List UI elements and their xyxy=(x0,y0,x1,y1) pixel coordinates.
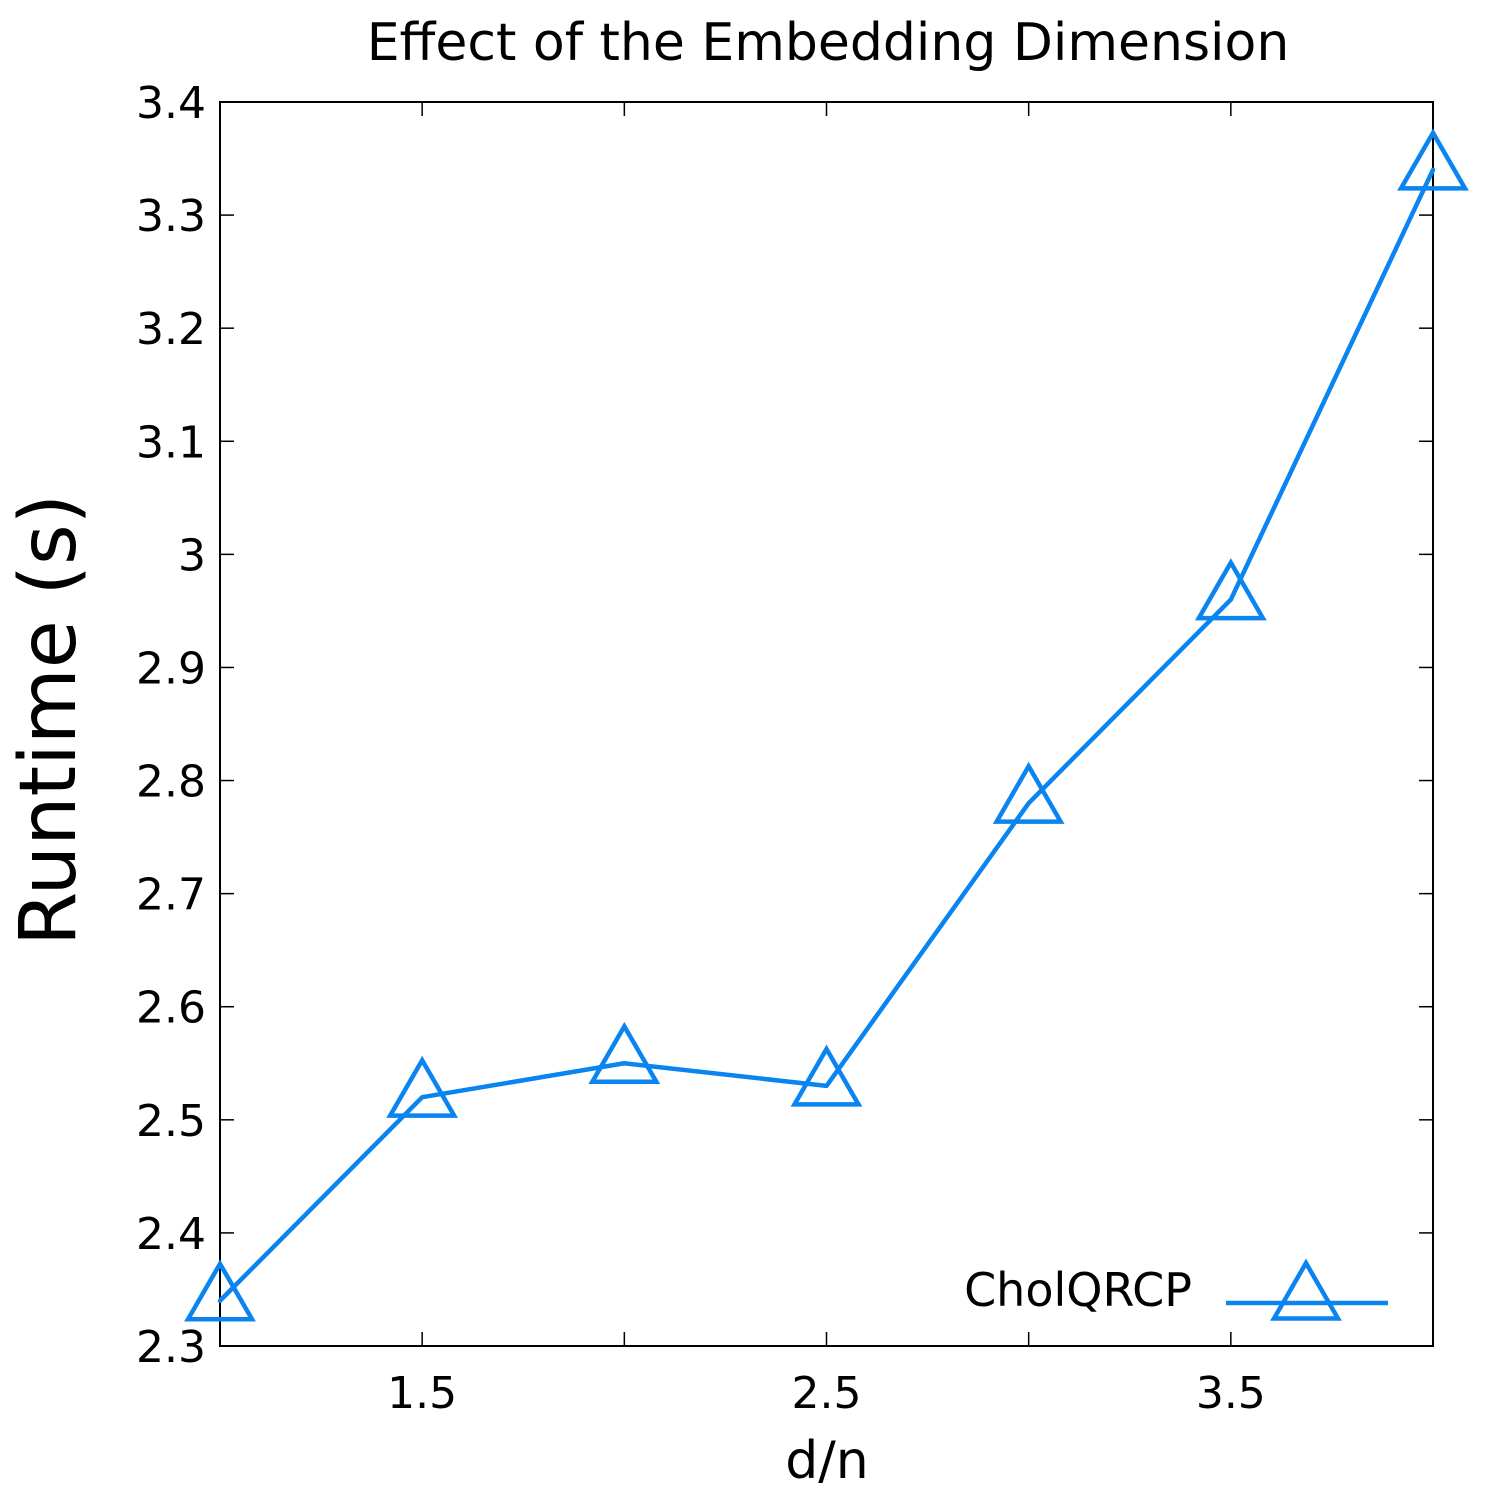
y-tick-label: 2.8 xyxy=(136,757,206,808)
x-axis-label: d/n xyxy=(785,1431,868,1491)
x-tick-label: 2.5 xyxy=(792,1368,862,1419)
y-axis-label: Runtime (s) xyxy=(4,494,94,946)
data-point-marker xyxy=(1397,128,1469,191)
y-tick-label: 3.1 xyxy=(136,417,206,468)
y-tick-label: 3.3 xyxy=(136,191,206,242)
x-tick-label: 1.5 xyxy=(387,1368,457,1419)
plot-frame xyxy=(219,101,1434,1347)
y-tick-label: 3.2 xyxy=(136,304,206,355)
chart-title: Effect of the Embedding Dimension xyxy=(367,13,1290,73)
data-point-marker xyxy=(386,1055,459,1118)
y-tick-label: 3.4 xyxy=(136,78,206,129)
y-tick-label: 2.5 xyxy=(136,1096,206,1147)
y-tick-label: 2.4 xyxy=(136,1209,206,1260)
data-point-marker xyxy=(184,1259,256,1322)
data-point-marker xyxy=(992,761,1065,824)
y-tick-label: 2.6 xyxy=(136,983,206,1034)
series-line xyxy=(217,167,1436,1304)
series-group xyxy=(184,128,1469,1322)
y-tick-label: 2.7 xyxy=(136,870,206,921)
y-tick-label: 2.9 xyxy=(136,643,206,694)
y-tick-label: 2.3 xyxy=(136,1322,206,1373)
axis-ticks xyxy=(220,101,1433,1347)
legend: CholQRCP xyxy=(964,1258,1388,1321)
x-tick-label: 3.5 xyxy=(1196,1368,1266,1419)
data-point-marker xyxy=(588,1021,661,1084)
y-tick-label: 3 xyxy=(178,530,206,581)
legend-triangle-marker xyxy=(1270,1258,1342,1321)
data-point-marker xyxy=(1194,558,1267,621)
tick-labels: 2.3 2.4 2.5 2.6 2.7 2.8 2.9 3 3.1 3.2 3.3 3.4 1.5 2.5… xyxy=(136,78,1266,1419)
legend-label: CholQRCP xyxy=(964,1263,1192,1317)
data-point-marker xyxy=(790,1044,863,1107)
